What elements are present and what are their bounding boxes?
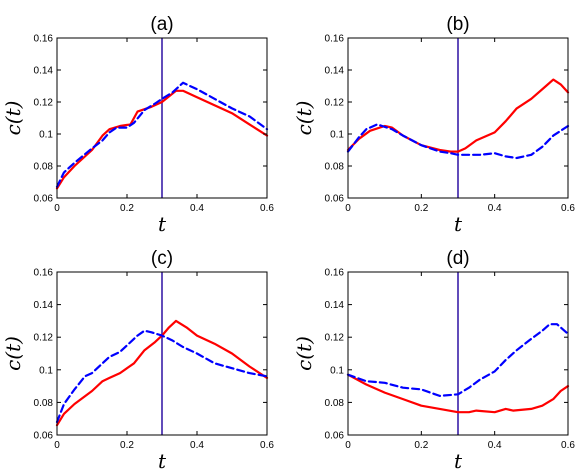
panel-title-d: (d) <box>446 248 469 269</box>
y-tick-label: 0.12 <box>34 333 54 344</box>
chart-panel-d: (d) 0.06 0.08 0.1 0.12 0.14 0.16 0 0.2 0.4 0.6 t c(t… <box>292 248 575 471</box>
x-tick-label: 0.4 <box>488 203 502 214</box>
x-tick-label: 0.2 <box>414 203 428 214</box>
y-tick-label: 0.1 <box>330 365 344 376</box>
solid-series-line <box>346 373 570 414</box>
y-axis-label: c(t) <box>292 336 316 371</box>
plot-frame <box>56 37 268 199</box>
x-tick-label: 0.4 <box>488 440 502 451</box>
y-axis-label: c(t) <box>1 101 25 136</box>
y-tick-label: 0.14 <box>34 66 54 77</box>
x-axis-label: t <box>158 449 167 471</box>
y-tick-label: 0.12 <box>34 98 54 109</box>
x-tick-label: 0.6 <box>260 203 274 214</box>
x-tick-label: 0.2 <box>414 440 428 451</box>
x-tick-label: 0 <box>345 203 351 214</box>
dashed-series-line <box>346 123 570 160</box>
y-tick-label: 0.12 <box>325 98 345 109</box>
y-tick-label: 0.16 <box>325 268 345 279</box>
chart-panel-c: (c) 0.06 0.08 0.1 0.12 0.14 0.16 0 0.2 0.4 0.6 t c(t… <box>1 248 274 471</box>
y-tick-label: 0.16 <box>34 34 54 45</box>
y-tick-label: 0.14 <box>325 66 345 77</box>
y-axis-label: c(t) <box>292 101 316 136</box>
y-tick-label: 0.16 <box>325 34 345 45</box>
y-tick-label: 0.08 <box>34 162 54 173</box>
dashed-series-line <box>55 81 269 188</box>
y-tick-label: 0.08 <box>325 162 345 173</box>
y-tick-label: 0.1 <box>330 130 344 141</box>
x-axis-label: t <box>158 212 167 236</box>
x-tick-label: 0.2 <box>120 440 134 451</box>
panel-title-a: (a) <box>150 14 173 35</box>
x-tick-label: 0 <box>54 440 60 451</box>
x-tick-label: 0.4 <box>190 203 204 214</box>
x-tick-label: 0.6 <box>561 440 575 451</box>
y-tick-label: 0.06 <box>34 194 54 205</box>
x-tick-label: 0 <box>54 203 60 214</box>
plot-frame <box>347 271 569 436</box>
dashed-series-line <box>55 329 269 424</box>
x-axis-label: t <box>454 212 463 236</box>
plot-frame <box>347 37 569 199</box>
x-tick-label: 0.6 <box>260 440 274 451</box>
x-tick-label: 0 <box>345 440 351 451</box>
chart-panel-a: (a) 0.06 0.08 0.1 0.12 0.14 0.16 0 0.2 0.4 0.6 t c(t… <box>1 14 274 236</box>
y-tick-label: 0.06 <box>34 431 54 442</box>
y-tick-label: 0.14 <box>34 300 54 311</box>
x-tick-label: 0.2 <box>120 203 134 214</box>
y-tick-label: 0.16 <box>34 268 54 279</box>
x-axis-label: t <box>454 449 463 471</box>
y-tick-label: 0.14 <box>325 300 345 311</box>
x-tick-label: 0.6 <box>561 203 575 214</box>
y-tick-label: 0.06 <box>325 194 345 205</box>
solid-series-line <box>55 319 269 427</box>
y-tick-label: 0.06 <box>325 431 345 442</box>
y-axis-label: c(t) <box>1 336 25 371</box>
dashed-series-line <box>346 323 570 397</box>
y-tick-label: 0.08 <box>34 398 54 409</box>
y-tick-label: 0.1 <box>39 365 53 376</box>
chart-panel-b: (b) 0.06 0.08 0.1 0.12 0.14 0.16 0 0.2 0.4 0.6 t c(t… <box>292 14 575 236</box>
y-tick-label: 0.08 <box>325 398 345 409</box>
panel-title-b: (b) <box>446 14 469 35</box>
y-tick-label: 0.12 <box>325 333 345 344</box>
x-tick-label: 0.4 <box>190 440 204 451</box>
y-tick-label: 0.1 <box>39 130 53 141</box>
panel-title-c: (c) <box>151 248 173 269</box>
plot-frame <box>56 271 268 436</box>
